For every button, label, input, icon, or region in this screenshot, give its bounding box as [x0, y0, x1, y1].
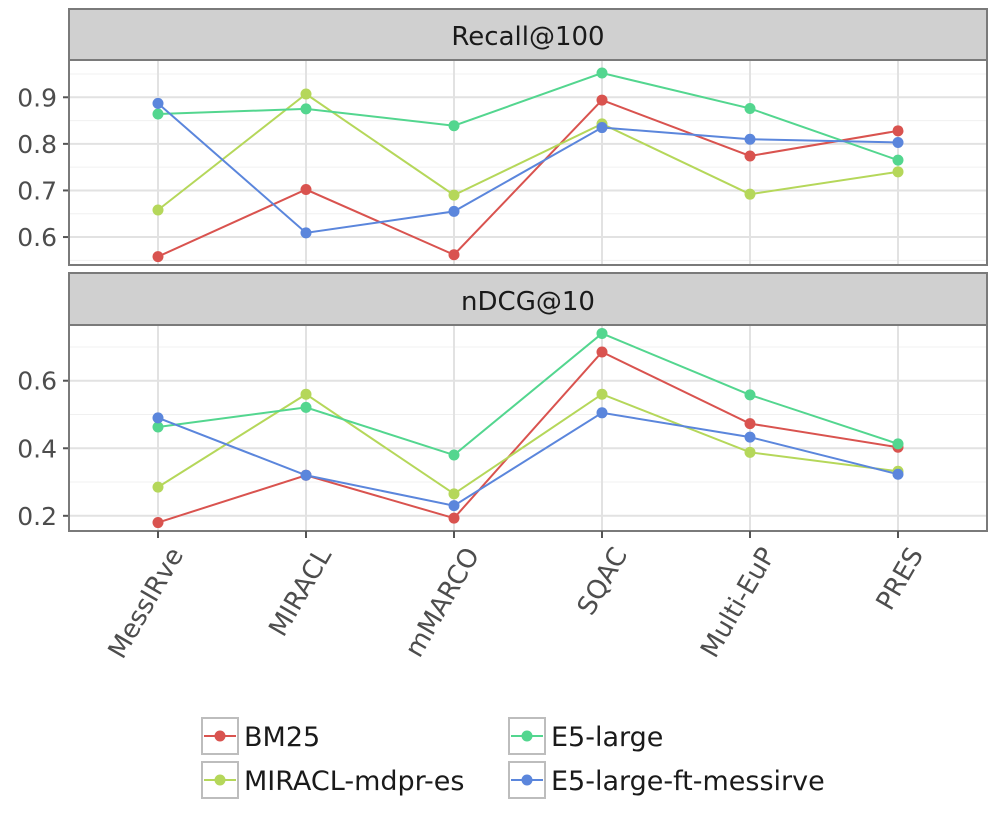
data-point-miracl-mdpr-es-mmarco: [449, 488, 460, 499]
data-point-e5-large-ft-messirve-messirve: [153, 412, 164, 423]
data-point-bm25-messirve: [153, 251, 164, 262]
data-point-e5-large-sqac: [597, 68, 608, 79]
x-axis: MessIRve MIRACL mMARCO SQAC Multi-EuP PRES: [103, 531, 930, 664]
x-tick-label-sqac: SQAC: [572, 543, 634, 621]
data-point-e5-large-multi-eup: [745, 389, 756, 400]
legend-item-miracl-mdpr-es: MIRACL-mdpr-es: [202, 762, 464, 798]
x-tick-label-messirve: MessIRve: [103, 543, 190, 664]
legend-label: BM25: [244, 722, 320, 753]
facet-recall-title: Recall@100: [451, 22, 604, 52]
data-point-e5-large-ft-messirve-mmarco: [449, 500, 460, 511]
data-point-e5-large-ft-messirve-miracl: [301, 227, 312, 238]
data-point-bm25-miracl: [301, 184, 312, 195]
y-tick-label: 0.8: [17, 130, 57, 159]
data-point-miracl-mdpr-es-messirve: [153, 482, 164, 493]
data-point-e5-large-mmarco: [449, 450, 460, 461]
data-point-miracl-mdpr-es-sqac: [597, 389, 608, 400]
data-point-e5-large-mmarco: [449, 120, 460, 131]
facet-ndcg: nDCG@10 0.2 0.4 0.6: [17, 273, 987, 531]
y-tick-label: 0.6: [17, 367, 57, 396]
data-point-e5-large-ft-messirve-sqac: [597, 122, 608, 133]
x-tick-label-pres: PRES: [871, 543, 930, 616]
data-point-e5-large-ft-messirve-pres: [893, 469, 904, 480]
data-point-bm25-sqac: [597, 95, 608, 106]
data-point-e5-large-ft-messirve-sqac: [597, 407, 608, 418]
data-point-miracl-mdpr-es-multi-eup: [745, 447, 756, 458]
data-point-e5-large-messirve: [153, 109, 164, 120]
data-point-miracl-mdpr-es-pres: [893, 166, 904, 177]
data-point-e5-large-miracl: [301, 402, 312, 413]
facet-recall-y-axis: 0.6 0.7 0.8 0.9: [17, 83, 69, 252]
data-point-miracl-mdpr-es-mmarco: [449, 190, 460, 201]
data-point-e5-large-pres: [893, 155, 904, 166]
legend-key-point: [522, 775, 533, 786]
data-point-e5-large-miracl: [301, 103, 312, 114]
data-point-miracl-mdpr-es-multi-eup: [745, 189, 756, 200]
data-point-bm25-messirve: [153, 517, 164, 528]
legend-key-point: [522, 731, 533, 742]
facet-ndcg-y-axis: 0.2 0.4 0.6: [17, 367, 69, 531]
data-point-bm25-multi-eup: [745, 418, 756, 429]
x-tick-label-multi-eup: Multi-EuP: [695, 543, 782, 663]
data-point-e5-large-multi-eup: [745, 103, 756, 114]
legend-label: MIRACL-mdpr-es: [244, 766, 464, 797]
y-tick-label: 0.9: [17, 83, 57, 112]
data-point-miracl-mdpr-es-messirve: [153, 205, 164, 216]
legend-item-e5-large-ft-messirve: E5-large-ft-messirve: [509, 762, 825, 798]
facet-recall: Recall@100 0.6 0.7 0.8 0.9: [17, 9, 987, 265]
legend-label: E5-large: [551, 722, 663, 753]
data-point-bm25-mmarco: [449, 513, 460, 524]
data-point-e5-large-ft-messirve-messirve: [153, 98, 164, 109]
facet-ndcg-title: nDCG@10: [461, 287, 595, 317]
x-tick-label-mmarco: mMARCO: [400, 543, 486, 663]
data-point-miracl-mdpr-es-miracl: [301, 89, 312, 100]
data-point-e5-large-pres: [893, 438, 904, 449]
data-point-e5-large-ft-messirve-multi-eup: [745, 432, 756, 443]
data-point-e5-large-ft-messirve-multi-eup: [745, 134, 756, 145]
data-point-e5-large-sqac: [597, 328, 608, 339]
data-point-bm25-pres: [893, 125, 904, 136]
data-point-e5-large-ft-messirve-miracl: [301, 470, 312, 481]
y-tick-label: 0.2: [17, 502, 57, 531]
faceted-line-chart: Recall@100 0.60.70.80.9 nDCG@10 0.20.40.…: [0, 0, 997, 815]
legend-key-point: [215, 731, 226, 742]
y-tick-label: 0.4: [17, 434, 57, 463]
legend-label: E5-large-ft-messirve: [551, 766, 825, 797]
legend: BM25 E5-large MIRACL-mdpr-es E5-large-ft-me…: [202, 718, 825, 798]
x-tick-label-miracl: MIRACL: [263, 542, 338, 642]
legend-key-point: [215, 775, 226, 786]
data-point-bm25-multi-eup: [745, 150, 756, 161]
data-point-miracl-mdpr-es-miracl: [301, 389, 312, 400]
legend-item-e5-large: E5-large: [509, 718, 663, 754]
data-point-e5-large-ft-messirve-pres: [893, 137, 904, 148]
data-point-e5-large-ft-messirve-mmarco: [449, 206, 460, 217]
y-tick-label: 0.7: [17, 176, 57, 205]
data-point-bm25-sqac: [597, 347, 608, 358]
data-point-bm25-mmarco: [449, 249, 460, 260]
legend-item-bm25: BM25: [202, 718, 320, 754]
y-tick-label: 0.6: [17, 223, 57, 252]
